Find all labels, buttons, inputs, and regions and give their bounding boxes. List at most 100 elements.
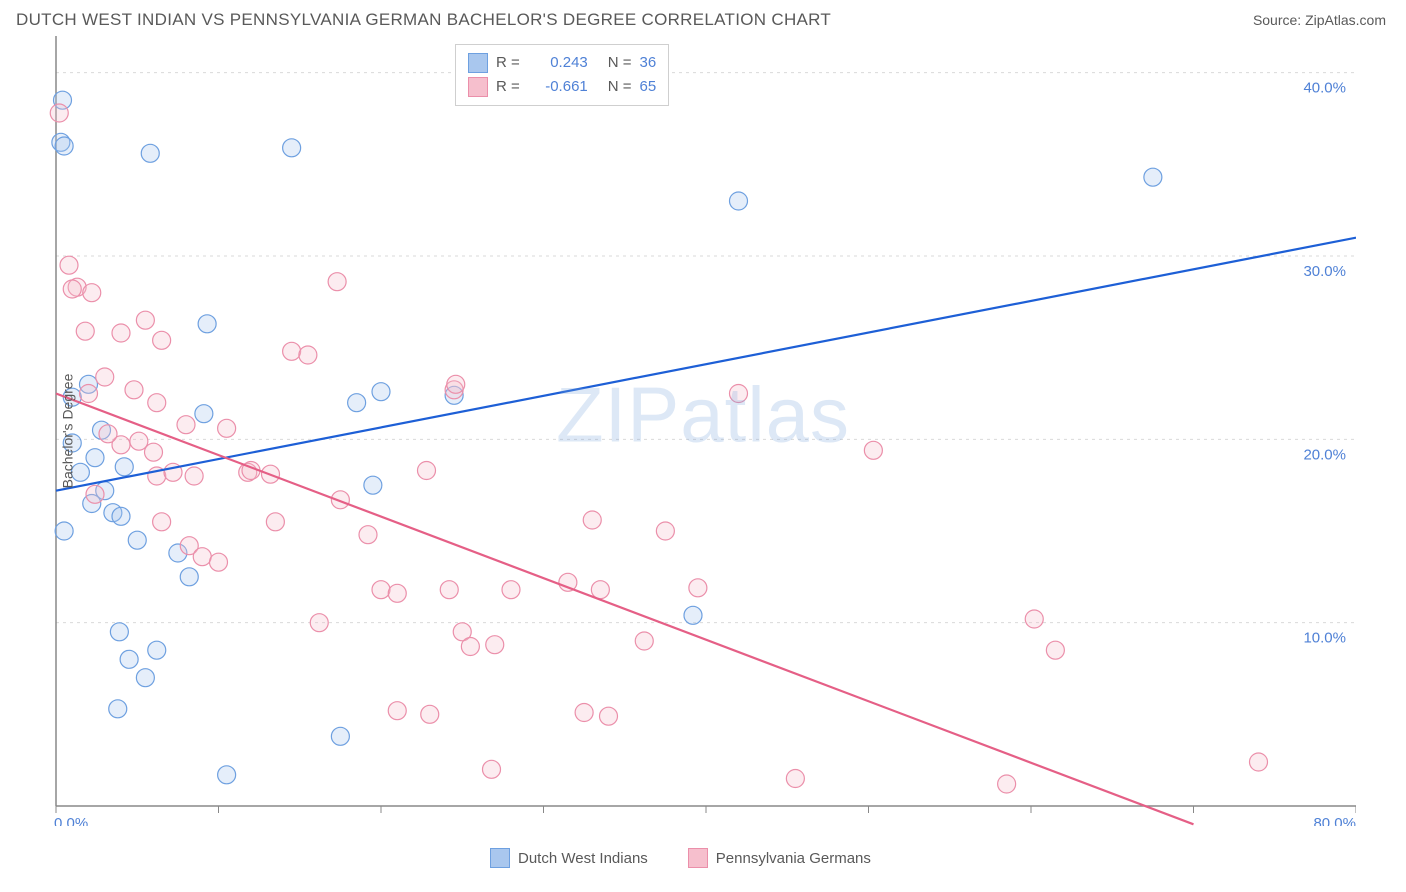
data-point (359, 526, 377, 544)
data-point (177, 416, 195, 434)
legend-r-value: 0.243 (528, 51, 588, 75)
legend-item: Pennsylvania Germans (688, 848, 871, 868)
data-point (136, 311, 154, 329)
legend-r-label: R = (496, 75, 520, 99)
legend-item: Dutch West Indians (490, 848, 648, 868)
legend-swatch (688, 848, 708, 868)
data-point (591, 581, 609, 599)
chart-area: Bachelor's Degree ZIPatlas 10.0%20.0%30.… (16, 36, 1390, 826)
data-point (583, 511, 601, 529)
data-point (310, 614, 328, 632)
data-point (1025, 610, 1043, 628)
data-point (1250, 753, 1268, 771)
data-point (136, 669, 154, 687)
legend-n-value: 65 (640, 75, 657, 99)
data-point (125, 381, 143, 399)
data-point (864, 441, 882, 459)
data-point (447, 375, 465, 393)
data-point (388, 584, 406, 602)
data-point (112, 324, 130, 342)
legend-row: R = -0.661 N = 65 (468, 75, 656, 99)
data-point (63, 280, 81, 298)
data-point (148, 641, 166, 659)
data-point (266, 513, 284, 531)
data-point (185, 467, 203, 485)
data-point (483, 760, 501, 778)
y-axis-label: Bachelor's Degree (59, 374, 75, 489)
data-point (372, 383, 390, 401)
correlation-legend: R = 0.243 N = 36R = -0.661 N = 65 (455, 44, 669, 106)
y-tick-label: 40.0% (1303, 80, 1346, 97)
legend-swatch (468, 77, 488, 97)
data-point (1144, 168, 1162, 186)
scatter-chart: 10.0% 20.0% 30.0% 40.0% 0.0% 80.0% (16, 36, 1356, 826)
legend-swatch (468, 53, 488, 73)
y-tick-label: 10.0% (1303, 630, 1346, 647)
chart-header: DUTCH WEST INDIAN VS PENNSYLVANIA GERMAN… (0, 0, 1406, 36)
data-point (418, 462, 436, 480)
data-point (112, 507, 130, 525)
data-point (180, 568, 198, 586)
data-point (372, 581, 390, 599)
data-point (635, 632, 653, 650)
data-point (120, 650, 138, 668)
data-point (50, 104, 68, 122)
trend-line (56, 394, 1194, 825)
data-point (153, 331, 171, 349)
data-point (283, 342, 301, 360)
x-tick-label: 80.0% (1313, 815, 1356, 826)
data-point (96, 368, 114, 386)
data-point (83, 284, 101, 302)
data-point (575, 704, 593, 722)
data-point (99, 425, 117, 443)
data-point (348, 394, 366, 412)
data-point (328, 273, 346, 291)
data-point (115, 458, 133, 476)
data-point (730, 192, 748, 210)
data-point (210, 553, 228, 571)
series-legend: Dutch West Indians Pennsylvania Germans (490, 848, 871, 868)
trend-line (56, 238, 1356, 491)
data-point (148, 394, 166, 412)
data-point (388, 702, 406, 720)
chart-title: DUTCH WEST INDIAN VS PENNSYLVANIA GERMAN… (16, 10, 831, 30)
data-point (299, 346, 317, 364)
data-point (730, 385, 748, 403)
data-point (1046, 641, 1064, 659)
data-point (786, 770, 804, 788)
legend-r-label: R = (496, 51, 520, 75)
data-point (998, 775, 1016, 793)
data-point (60, 256, 78, 274)
chart-source: Source: ZipAtlas.com (1253, 12, 1386, 28)
data-point (80, 385, 98, 403)
legend-label: Pennsylvania Germans (716, 850, 871, 867)
legend-label: Dutch West Indians (518, 850, 648, 867)
data-point (193, 548, 211, 566)
data-point (656, 522, 674, 540)
data-point (55, 137, 73, 155)
data-point (198, 315, 216, 333)
data-point (55, 522, 73, 540)
data-point (109, 700, 127, 718)
x-tick-label: 0.0% (54, 815, 88, 826)
data-point (153, 513, 171, 531)
data-point (145, 443, 163, 461)
legend-row: R = 0.243 N = 36 (468, 51, 656, 75)
data-point (86, 485, 104, 503)
y-tick-label: 30.0% (1303, 263, 1346, 280)
data-point (86, 449, 104, 467)
data-point (218, 419, 236, 437)
legend-n-value: 36 (640, 51, 657, 75)
data-point (486, 636, 504, 654)
data-point (600, 707, 618, 725)
data-point (502, 581, 520, 599)
data-point (76, 322, 94, 340)
data-point (195, 405, 213, 423)
data-point (440, 581, 458, 599)
data-point (283, 139, 301, 157)
data-point (141, 144, 159, 162)
legend-n-label: N = (608, 51, 632, 75)
data-point (331, 727, 349, 745)
data-point (364, 476, 382, 494)
y-tick-label: 20.0% (1303, 446, 1346, 463)
